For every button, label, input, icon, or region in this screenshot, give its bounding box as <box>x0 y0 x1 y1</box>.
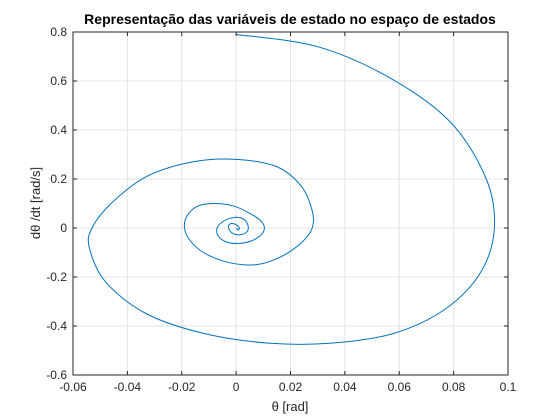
y-tick-label: 0.4 <box>50 123 67 137</box>
x-tick-label: 0 <box>233 380 240 394</box>
x-tick-label: 0.08 <box>442 380 466 394</box>
y-tick-label: -0.2 <box>46 270 67 284</box>
y-tick-label: 0.2 <box>50 172 67 186</box>
x-tick-label: 0.1 <box>500 380 517 394</box>
chart-title: Representação das variáveis de estado no… <box>84 11 496 27</box>
y-tick-label: 0 <box>60 221 67 235</box>
grid <box>73 32 508 375</box>
y-axis: -0.6 -0.4 -0.2 0 0.2 0.4 0.6 0.8 <box>46 25 508 382</box>
y-tick-label: -0.4 <box>46 319 67 333</box>
x-tick-label: 0.04 <box>333 380 357 394</box>
y-tick-label: -0.6 <box>46 368 67 382</box>
x-axis: -0.06 -0.04 -0.02 0 0.02 0.04 0.06 0.08 0.1 <box>59 32 516 394</box>
x-tick-label: 0.06 <box>388 380 412 394</box>
y-tick-label: 0.8 <box>50 25 67 39</box>
x-tick-label: -0.02 <box>168 380 196 394</box>
x-axis-label: θ [rad] <box>272 399 309 414</box>
x-tick-label: 0.02 <box>279 380 303 394</box>
x-tick-label: -0.04 <box>114 380 142 394</box>
y-tick-label: 0.6 <box>50 74 67 88</box>
y-axis-label: dθ /dt [rad/s] <box>28 167 43 239</box>
x-tick-label: -0.06 <box>59 380 87 394</box>
